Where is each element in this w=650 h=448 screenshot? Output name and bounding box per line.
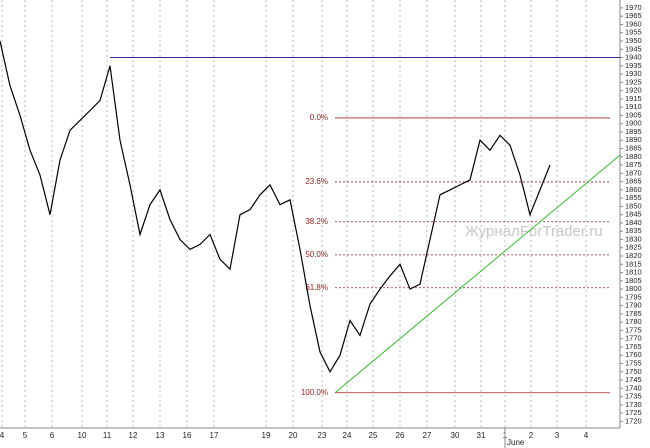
x-tick-label: 11 [103,431,112,440]
y-tick-label: 1910 [625,102,642,111]
y-tick-label: 1755 [625,358,642,367]
x-tick-label: 25 [369,431,378,440]
y-tick-label: 1925 [625,77,642,86]
y-tick-label: 1820 [625,251,642,260]
x-tick-label: 24 [343,431,352,440]
y-tick-label: 1970 [625,3,642,12]
watermark: ЖурналForTrader.ru [465,223,603,240]
fib-label: 61.8% [305,283,328,292]
y-tick-label: 1720 [625,416,642,425]
fib-label: 38.2% [305,217,328,226]
x-tick-label: 4 [0,431,5,440]
y-tick-label: 1745 [625,375,642,384]
x-tick-label: 31 [477,431,486,440]
y-tick-label: 1845 [625,210,642,219]
y-tick-label: 1935 [625,61,642,70]
trend-line [334,154,621,394]
x-tick-label: 12 [129,431,138,440]
x-tick-label: 6 [50,431,55,440]
y-tick-label: 1920 [625,86,642,95]
x-tick-label: 27 [423,431,432,440]
y-tick-label: 1905 [625,110,642,119]
y-tick-label: 1760 [625,350,642,359]
y-tick-label: 1795 [625,292,642,301]
y-tick-label: 1950 [625,36,642,45]
fib-label: 23.6% [305,177,328,186]
x-tick-label: 5 [23,431,28,440]
y-tick-label: 1730 [625,400,642,409]
x-tick-label: 4 [584,431,589,440]
x-sublabel: June [507,438,525,447]
x-tick-label: 19 [262,431,271,440]
y-tick-label: 1885 [625,143,642,152]
x-tick-label: 26 [396,431,405,440]
y-tick-label: 1810 [625,268,642,277]
y-tick-label: 1830 [625,234,642,243]
y-tick-label: 1960 [625,19,642,28]
y-tick-label: 1945 [625,44,642,53]
fib-label: 100.0% [301,388,328,397]
y-tick-label: 1930 [625,69,642,78]
y-tick-label: 1870 [625,168,642,177]
y-tick-label: 1900 [625,119,642,128]
y-tick-label: 1940 [625,53,642,62]
fib-label: 50.0% [305,250,328,259]
y-tick-label: 1835 [625,226,642,235]
y-tick-label: 1765 [625,342,642,351]
x-tick-label: 2 [529,431,534,440]
x-tick-label: 3 [555,431,560,440]
y-tick-label: 1895 [625,127,642,136]
y-tick-label: 1725 [625,408,642,417]
y-tick-label: 1860 [625,185,642,194]
y-tick-label: 1770 [625,334,642,343]
y-tick-label: 1880 [625,152,642,161]
y-tick-label: 1775 [625,325,642,334]
y-tick-label: 1865 [625,177,642,186]
y-tick-label: 1800 [625,284,642,293]
x-tick-label: 16 [183,431,192,440]
price-line [0,40,551,374]
y-tick-label: 1785 [625,309,642,318]
y-tick-label: 1890 [625,135,642,144]
y-tick-label: 1955 [625,28,642,37]
y-tick-label: 1915 [625,94,642,103]
x-tick-label: 10 [78,431,87,440]
x-tick-label: 20 [289,431,298,440]
y-tick-label: 1840 [625,218,642,227]
y-tick-label: 1805 [625,276,642,285]
y-tick-label: 1780 [625,317,642,326]
fib-label: 0.0% [310,113,328,122]
y-tick-label: 1965 [625,11,642,20]
x-tick-label: 13 [156,431,165,440]
y-tick-label: 1735 [625,392,642,401]
y-tick-label: 1855 [625,193,642,202]
y-tick-label: 1740 [625,383,642,392]
x-tick-label: 17 [210,431,219,440]
y-tick-label: 1815 [625,259,642,268]
y-tick-label: 1790 [625,301,642,310]
y-tick-label: 1750 [625,367,642,376]
x-tick-label: 23 [318,431,327,440]
y-tick-label: 1850 [625,201,642,210]
y-tick-label: 1875 [625,160,642,169]
x-tick-label: 30 [451,431,460,440]
y-tick-label: 1825 [625,243,642,252]
